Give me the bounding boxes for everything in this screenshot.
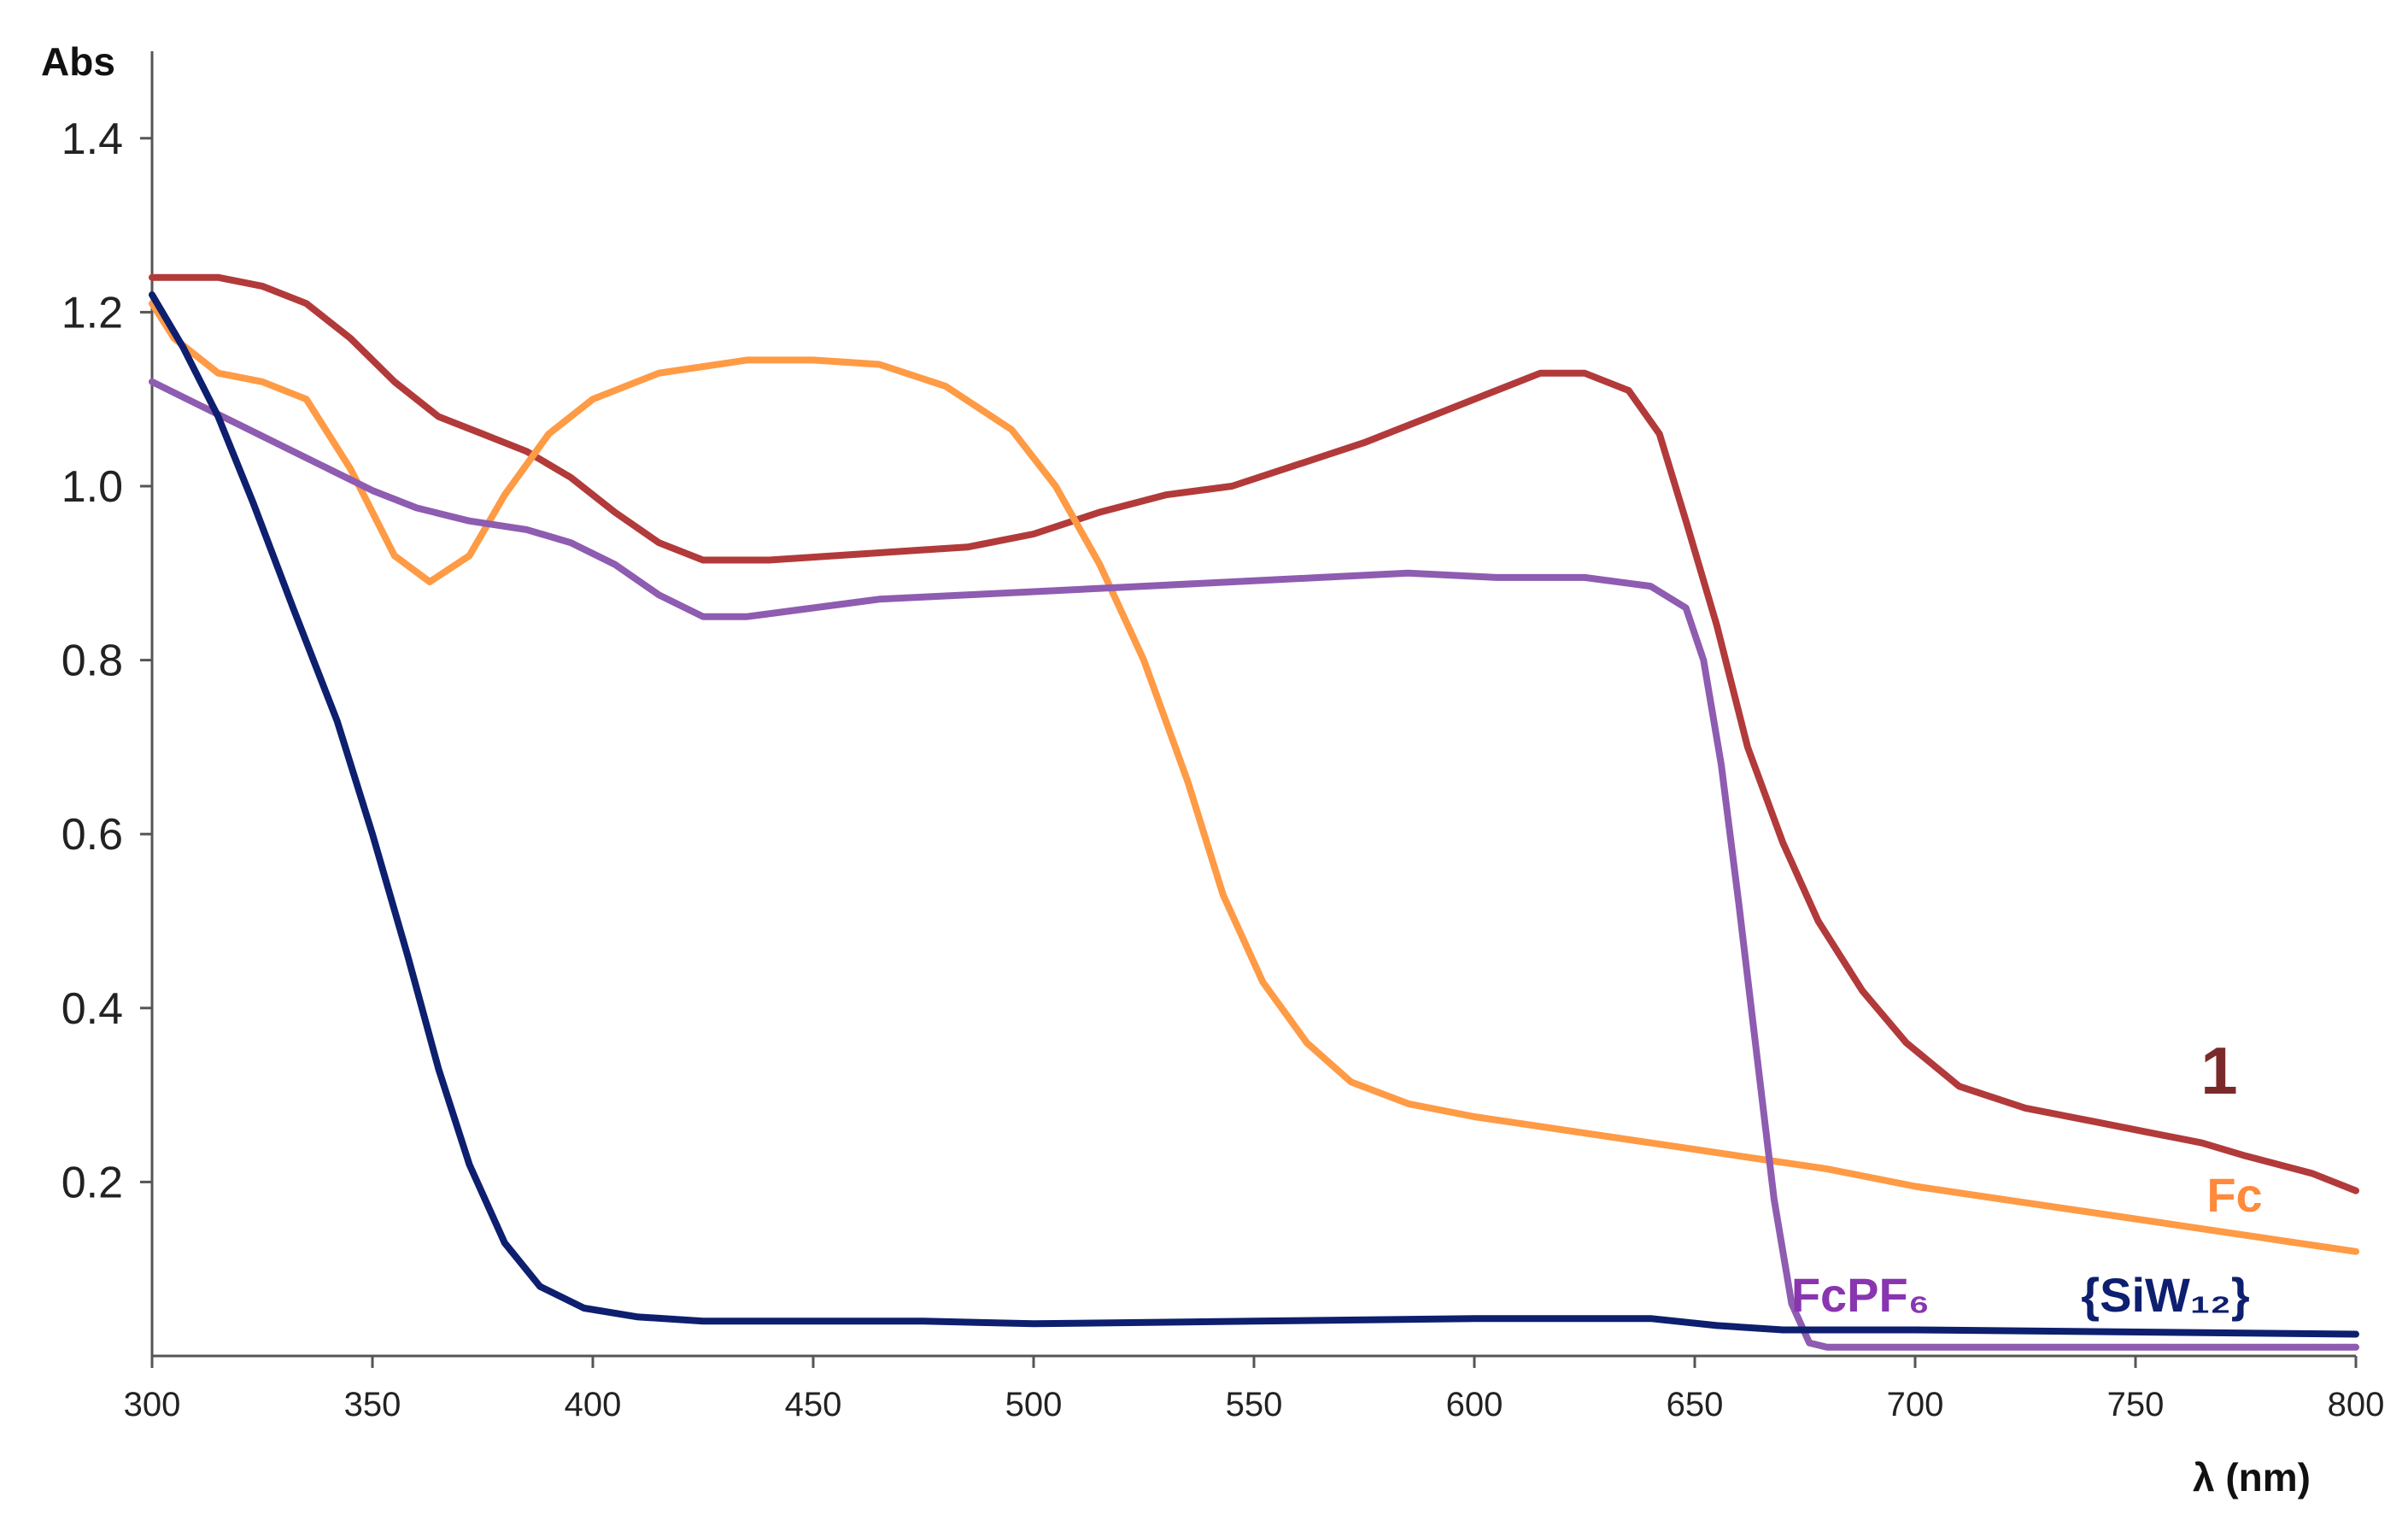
y-tick-label: 1.0 — [62, 462, 123, 512]
series-line-2 — [149, 378, 2359, 1351]
y-tick-label: 0.2 — [62, 1158, 123, 1207]
x-tick-label: 750 — [2107, 1386, 2165, 1423]
series-lines — [149, 273, 2359, 1351]
y-tick-label: 1.4 — [62, 114, 123, 164]
y-tick-label: 0.6 — [62, 810, 123, 860]
series-label-fc: Fc — [2206, 1168, 2262, 1222]
x-tick-label: 500 — [1005, 1386, 1063, 1423]
series-label-siw12: {SiW₁₂} — [2081, 1268, 2249, 1322]
y-tick-label: 1.2 — [62, 288, 123, 337]
x-tick-label: 600 — [1446, 1386, 1503, 1423]
x-tick-label: 650 — [1667, 1386, 1724, 1423]
series-label-1: 1 — [2200, 1033, 2237, 1108]
series-label-fcpf6: FcPF₆ — [1791, 1268, 1930, 1322]
y-tick-label: 0.4 — [62, 984, 123, 1034]
series-line-0 — [149, 273, 2359, 1194]
x-tick-label: 800 — [2328, 1386, 2385, 1423]
axes: 0.2 0.4 0.6 0.8 1.0 1.2 1.4 300 350 400 450 500 550… — [41, 39, 2384, 1499]
x-tick-label: 550 — [1226, 1386, 1283, 1423]
x-tick-label: 350 — [344, 1386, 401, 1423]
x-tick-label: 300 — [124, 1386, 181, 1423]
series-line-1 — [149, 300, 2359, 1255]
x-tick-label: 700 — [1887, 1386, 1944, 1423]
y-axis-title: Abs — [41, 39, 115, 84]
x-ticks: 300 350 400 450 500 550 600 650 700 750 800 — [124, 1356, 2385, 1423]
series-line-3 — [149, 291, 2359, 1338]
series-labels: 1 Fc FcPF₆ {SiW₁₂} — [1791, 1033, 2263, 1322]
x-tick-label: 450 — [785, 1386, 842, 1423]
x-axis-title: λ (nm) — [2193, 1455, 2311, 1499]
y-ticks: 0.2 0.4 0.6 0.8 1.0 1.2 1.4 — [62, 114, 152, 1207]
x-tick-label: 400 — [565, 1386, 622, 1423]
y-tick-label: 0.8 — [62, 637, 123, 686]
